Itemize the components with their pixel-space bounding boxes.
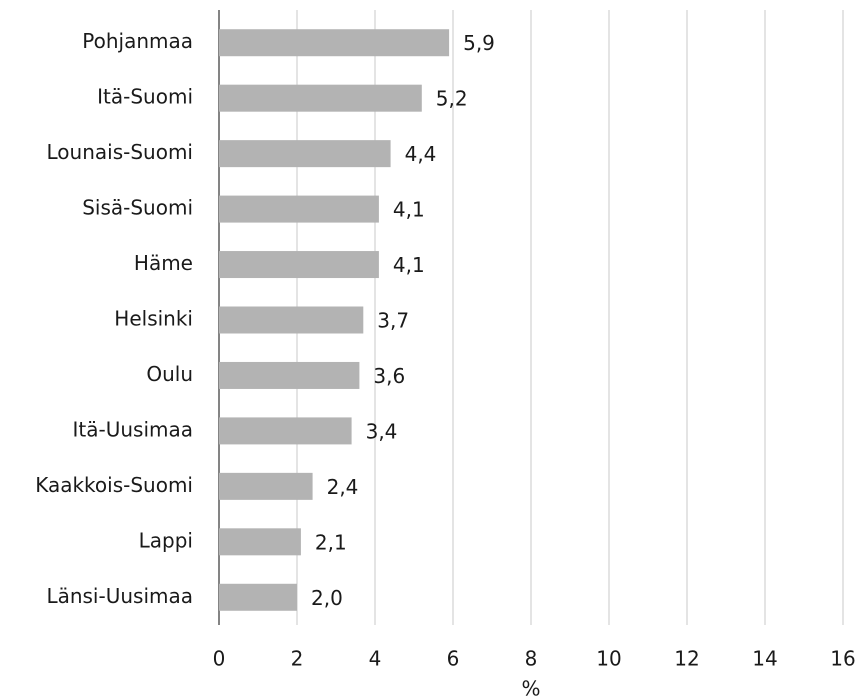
y-tick-label: Itä-Suomi [97,85,193,109]
value-label: 3,7 [377,309,409,333]
y-tick-label: Kaakkois-Suomi [35,473,193,497]
x-tick-label: 6 [447,647,460,671]
y-tick-label: Häme [134,251,193,275]
value-label: 4,4 [405,142,437,166]
value-label: 2,1 [315,530,347,554]
y-tick-label: Länsi-Uusimaa [46,584,193,608]
bar [219,84,422,112]
x-tick-label: 14 [752,647,777,671]
x-tick-label: 10 [596,647,621,671]
x-tick-label: 2 [291,647,304,671]
value-label: 5,9 [463,31,495,55]
y-tick-label: Helsinki [114,307,193,331]
bar [219,29,450,57]
value-label: 3,6 [373,364,405,388]
y-tick-label: Itä-Uusimaa [73,417,194,441]
value-label: 4,1 [393,198,425,222]
bar [219,306,364,334]
value-label: 2,0 [311,586,343,610]
bar [219,417,352,445]
y-tick-label: Oulu [146,362,193,386]
y-tick-label: Lappi [139,528,193,552]
bar [219,195,379,223]
value-label: 3,4 [366,419,398,443]
x-tick-label: 4 [369,647,382,671]
y-tick-label: Sisä-Suomi [82,196,193,220]
value-label: 5,2 [436,87,468,111]
bar [219,528,301,556]
bar [219,472,313,500]
bar [219,251,379,279]
value-label: 2,4 [327,475,359,499]
x-tick-label: 8 [525,647,538,671]
x-tick-label: 12 [674,647,699,671]
value-label: 4,1 [393,253,425,277]
x-tick-label: 16 [830,647,855,671]
x-tick-label: 0 [213,647,226,671]
y-tick-label: Pohjanmaa [82,29,193,53]
bar [219,361,360,389]
bar [219,583,297,611]
x-axis-label: % [521,677,540,700]
y-tick-label: Lounais-Suomi [47,140,193,164]
bar [219,140,391,168]
